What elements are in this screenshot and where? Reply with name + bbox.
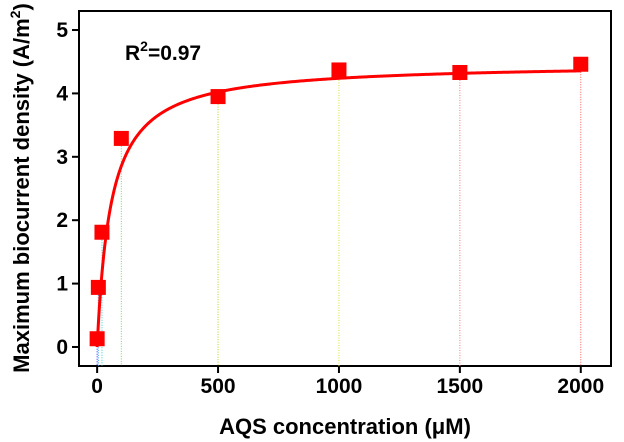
y-tick-label: 4 <box>56 82 68 105</box>
x-tick-label: 1500 <box>437 375 484 398</box>
data-point <box>113 130 129 146</box>
x-tick-label: 1000 <box>316 375 363 398</box>
y-tick-label: 5 <box>56 19 68 42</box>
y-tick-label: 3 <box>56 146 68 169</box>
y-tick-label: 1 <box>56 273 68 296</box>
y-axis-label: Maximum biocurrent density (A/m2) <box>7 3 34 373</box>
y-tick-label: 0 <box>56 336 68 359</box>
data-point <box>452 64 468 80</box>
x-axis-label: AQS concentration (μM) <box>219 414 471 439</box>
data-point <box>94 224 110 240</box>
plot-frame <box>78 10 612 367</box>
x-tick-label: 500 <box>201 375 236 398</box>
x-axis: 0 500 1000 1500 2000 <box>91 366 604 398</box>
r-squared-annotation: R2=0.97 <box>125 38 201 65</box>
r-squared-value: =0.97 <box>148 42 201 65</box>
r-squared-superscript: 2 <box>140 38 148 54</box>
data-point <box>210 89 226 105</box>
data-point <box>89 331 105 347</box>
x-tick-label: 2000 <box>557 375 604 398</box>
data-point <box>331 62 347 78</box>
y-tick-label: 2 <box>56 209 68 232</box>
data-points <box>89 56 589 347</box>
y-axis-label-superscript: 2 <box>7 10 23 18</box>
y-axis: 0 1 2 3 4 5 <box>56 19 79 359</box>
data-point <box>573 56 589 72</box>
x-tick-label: 0 <box>91 375 103 398</box>
y-axis-label-close: ) <box>9 3 34 10</box>
data-point <box>90 279 106 295</box>
